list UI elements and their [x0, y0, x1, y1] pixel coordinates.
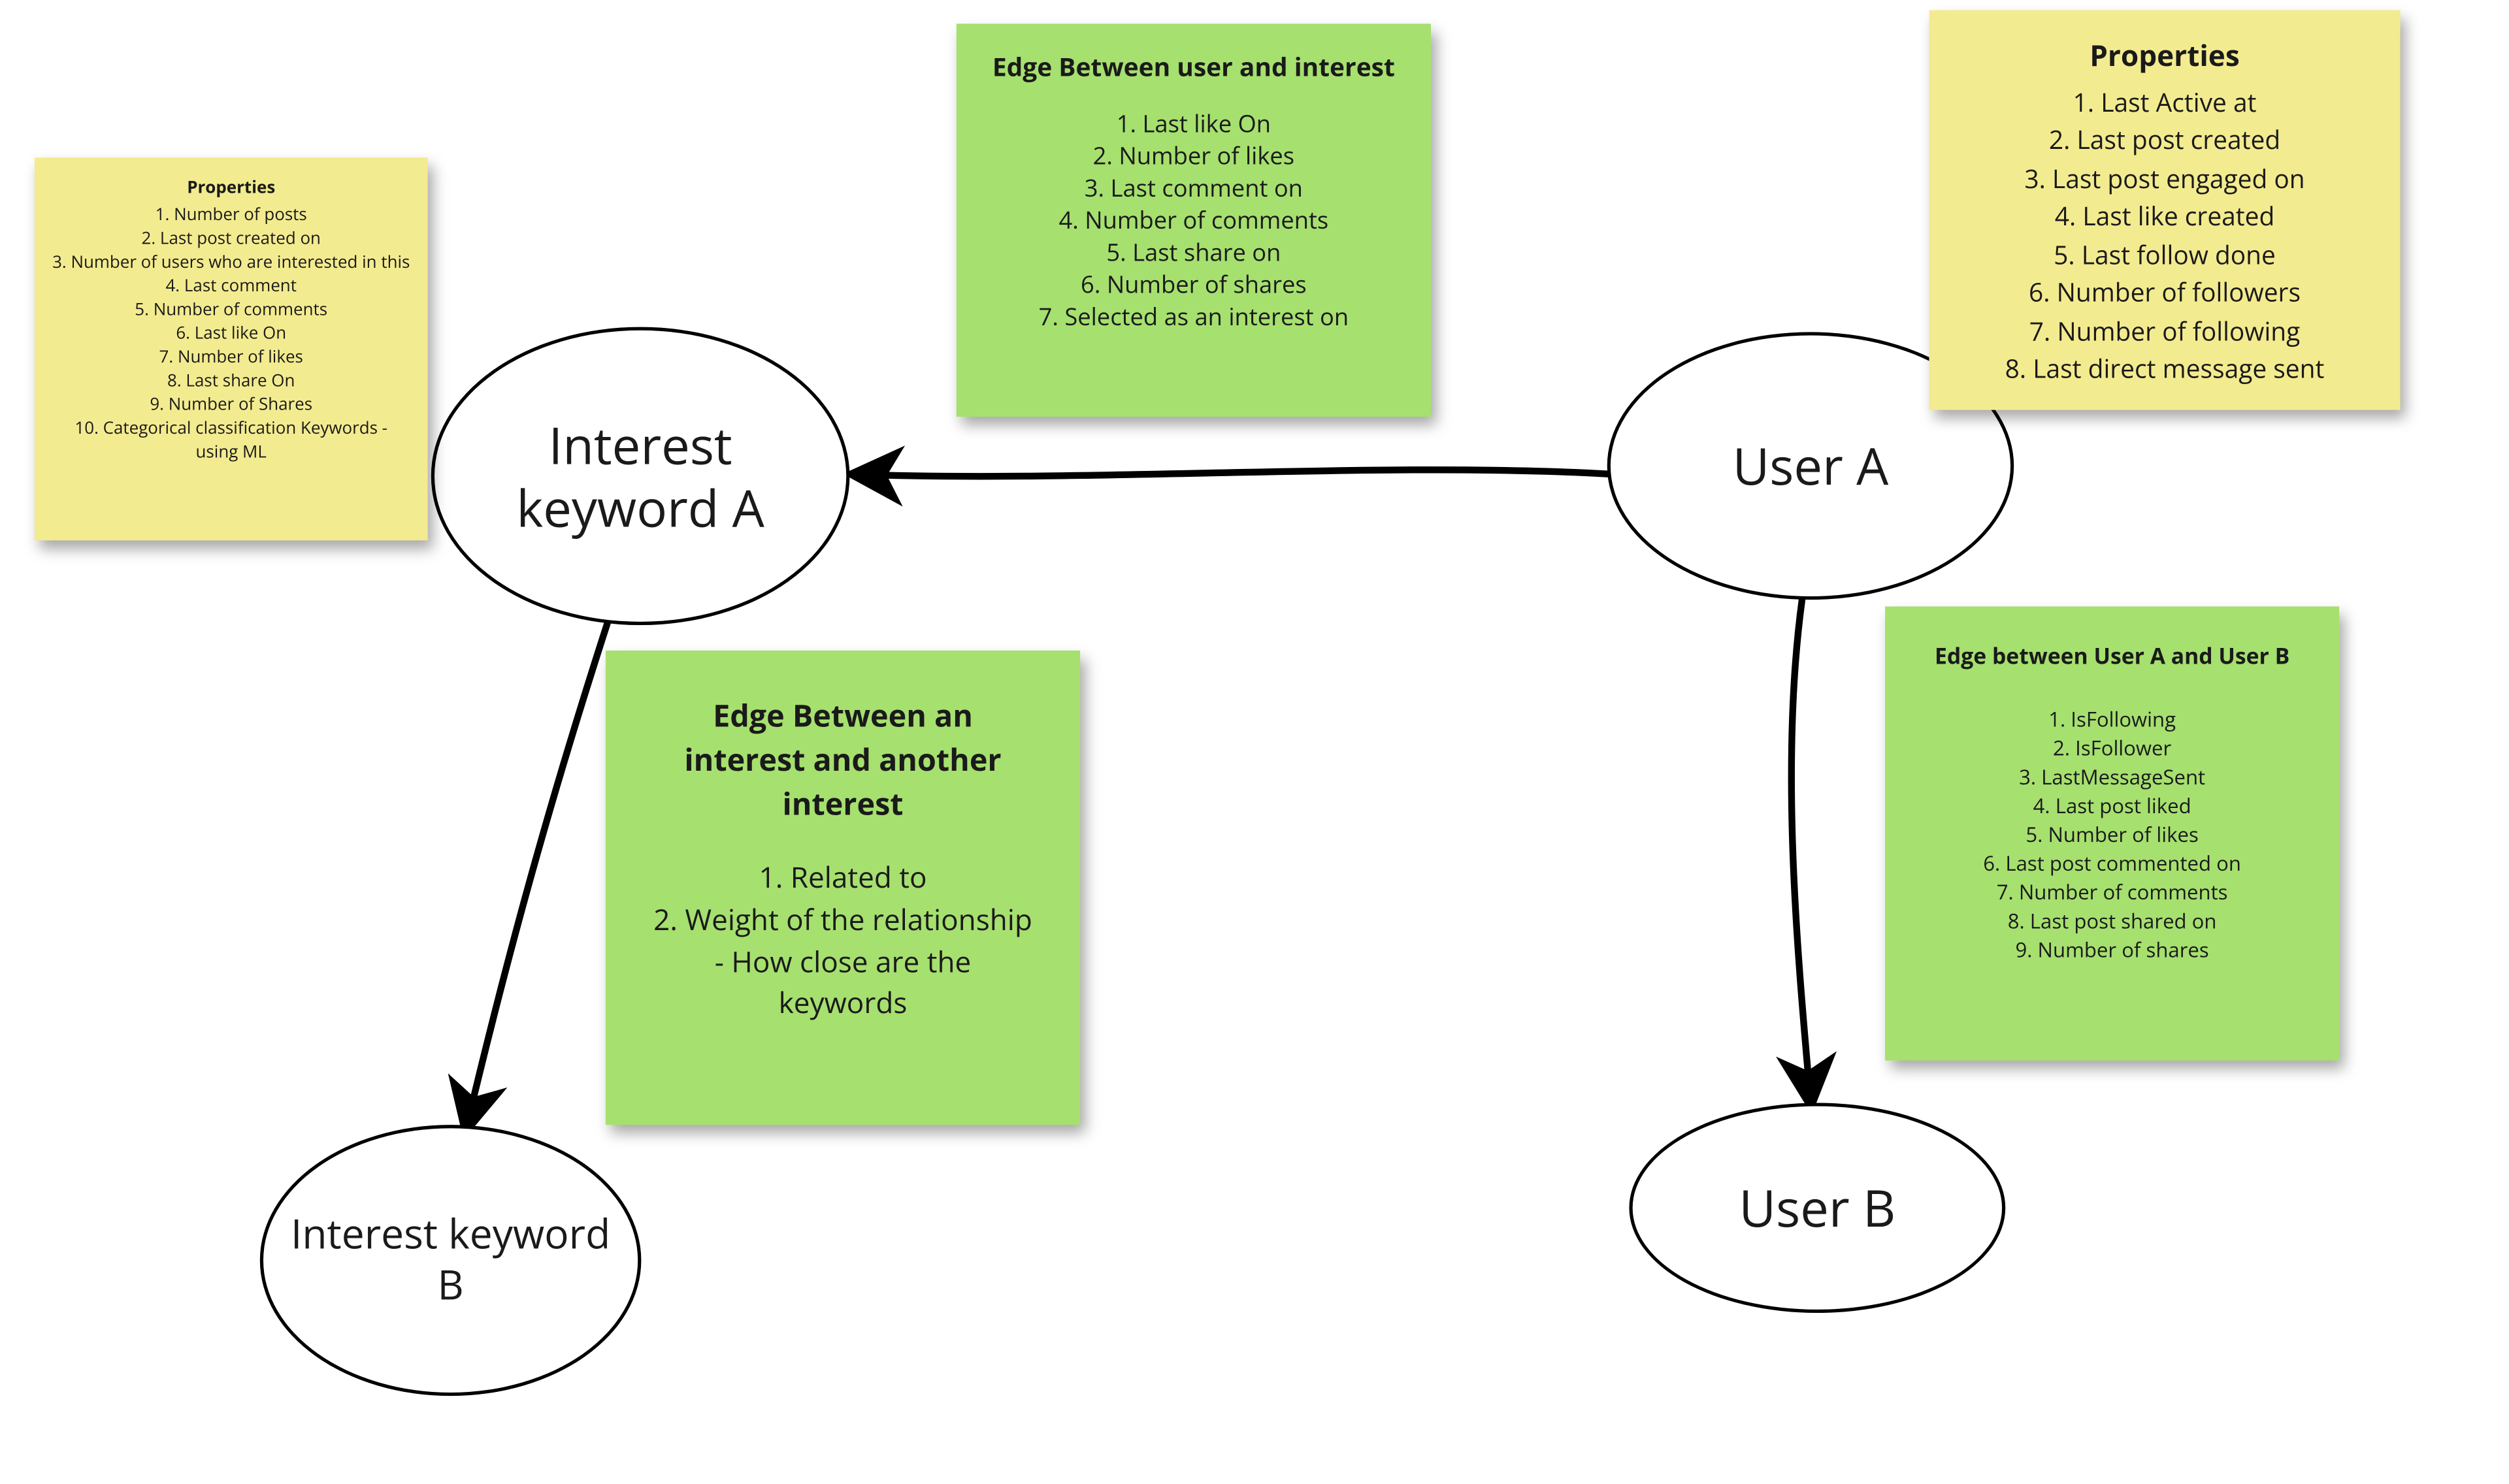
node-interest-keyword-b: Interest keyword B — [260, 1125, 642, 1396]
note-item: Last post liked — [1919, 791, 2305, 820]
note-item: Last like On — [52, 320, 411, 344]
note-title: Properties — [52, 174, 411, 198]
note-edge-user-user: Edge between User A and User B IsFollowi… — [1885, 607, 2339, 1061]
note-items: IsFollowingIsFollowerLastMessageSentLast… — [1919, 705, 2305, 964]
edge-user_a_to_user_b — [1791, 600, 1810, 1101]
note-item: Number of following — [1953, 313, 2376, 351]
note-item: Last like created — [1953, 198, 2376, 236]
edge-user_a_to_interest_a — [856, 470, 1613, 476]
note-item: LastMessageSent — [1919, 762, 2305, 791]
note-item: Last comment on — [983, 173, 1403, 205]
note-item: Last direct message sent — [1953, 351, 2376, 389]
note-item: IsFollowing — [1919, 705, 2305, 734]
node-label: User A — [1628, 434, 1993, 498]
note-item: Last like On — [983, 108, 1403, 140]
node-interest-keyword-a: Interest keyword A — [431, 327, 849, 625]
note-items: Last Active atLast post createdLast post… — [1953, 84, 2376, 389]
edge-interest_a_to_interest_b — [467, 623, 607, 1126]
note-user-properties: Properties Last Active atLast post creat… — [1929, 10, 2400, 410]
note-item: Last share On — [52, 368, 411, 391]
note-item: IsFollower — [1919, 734, 2305, 762]
note-item: Weight of the relationship - How close a… — [649, 899, 1036, 1025]
note-item: Number of shares — [983, 269, 1403, 301]
note-title: Edge between User A and User B — [1919, 640, 2305, 671]
note-item: Number of likes — [52, 344, 411, 368]
note-item: Last post shared on — [1919, 907, 2305, 935]
note-interest-properties: Properties Number of postsLast post crea… — [35, 157, 428, 540]
diagram-stage: Interest keyword A Interest keyword B Us… — [1, 0, 2509, 1484]
note-item: Number of likes — [1919, 820, 2305, 848]
note-item: Last follow done — [1953, 236, 2376, 274]
note-item: Selected as an interest on — [983, 302, 1403, 334]
note-title: Edge Between user and interest — [983, 51, 1403, 85]
note-item: Number of shares — [1919, 935, 2305, 964]
note-item: Last post created on — [52, 225, 411, 249]
note-item: Related to — [649, 858, 1036, 899]
note-item: Last post engaged on — [1953, 160, 2376, 198]
note-item: Last post commented on — [1919, 848, 2305, 877]
note-item: Last comment — [52, 273, 411, 297]
note-item: Number of comments — [983, 205, 1403, 237]
node-label: Interest keyword B — [280, 1210, 621, 1312]
note-item: Last post created — [1953, 122, 2376, 160]
note-item: Number of comments — [52, 297, 411, 320]
note-item: Number of followers — [1953, 274, 2376, 312]
note-item: Number of users who are interested in th… — [52, 249, 411, 272]
note-item: Number of comments — [1919, 877, 2305, 906]
note-item: Last share on — [983, 237, 1403, 269]
note-edge-user-interest: Edge Between user and interest Last like… — [957, 24, 1431, 417]
node-label: User B — [1649, 1176, 1985, 1240]
node-user-b: User B — [1629, 1103, 2005, 1313]
note-title: Edge Between an interest and another int… — [649, 694, 1036, 827]
note-item: Number of Shares — [52, 391, 411, 415]
node-label: Interest keyword A — [451, 413, 829, 540]
note-items: Related toWeight of the relationship - H… — [649, 858, 1036, 1025]
note-item: Categorical classification Keywords - us… — [52, 415, 411, 462]
note-title: Properties — [1953, 34, 2376, 77]
note-item: Number of likes — [983, 140, 1403, 172]
note-item: Last Active at — [1953, 84, 2376, 121]
note-item: Number of posts — [52, 202, 411, 225]
note-items: Number of postsLast post created onNumbe… — [52, 202, 411, 462]
note-edge-interest-interest: Edge Between an interest and another int… — [606, 651, 1080, 1125]
note-items: Last like OnNumber of likesLast comment … — [983, 108, 1403, 334]
